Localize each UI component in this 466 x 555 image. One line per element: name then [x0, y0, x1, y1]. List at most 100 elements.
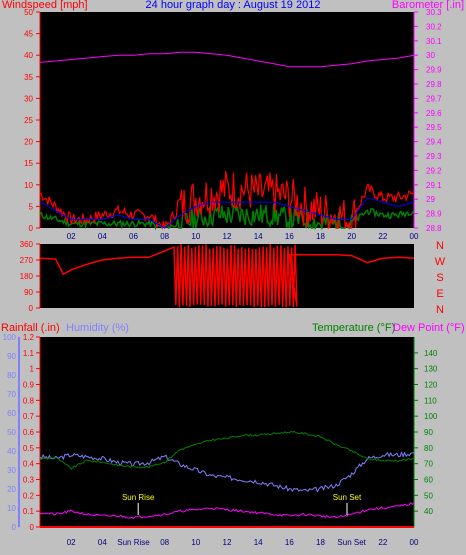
- time-tick-label: 04: [98, 538, 107, 547]
- wind-low-series: [39, 203, 415, 231]
- barometer-tick-label: 28.8: [426, 224, 442, 233]
- dewpoint-axis-label: Dew Point (°F): [393, 322, 465, 334]
- time-tick-label: 22: [378, 538, 387, 547]
- temp-tick-label: 40: [424, 507, 433, 516]
- barometer-series: [39, 51, 415, 68]
- direction-tick-label: 270: [20, 256, 34, 265]
- barometer-tick-label: 29.8: [426, 80, 442, 89]
- humidity-tick-label: 90: [7, 352, 16, 361]
- humidity-tick-label: 100: [3, 333, 17, 342]
- time-tick-label: 08: [160, 232, 169, 241]
- barometer-tick-label: 29.5: [426, 123, 442, 132]
- time-tick-label: 12: [223, 538, 232, 547]
- humidity-tick-label: 20: [7, 485, 16, 494]
- barometer-tick-label: 30: [426, 51, 435, 60]
- windspeed-tick-label: 30: [24, 94, 33, 103]
- time-tick-label: 00: [410, 538, 419, 547]
- time-tick-label: 18: [316, 232, 325, 241]
- wind-avg-series: [39, 197, 415, 229]
- temp-tick-label: 120: [424, 381, 438, 390]
- rain-tick-label: 0.3: [23, 476, 35, 485]
- time-tick-label: 22: [378, 232, 387, 241]
- temp-tick-label: 70: [424, 460, 433, 469]
- time-tick-label: 02: [67, 232, 76, 241]
- humidity-tick-label: 60: [7, 409, 16, 418]
- humidity-tick-label: 50: [7, 428, 16, 437]
- humidity-axis-label: Humidity (%): [66, 322, 129, 334]
- climate-plot-area: [40, 337, 414, 527]
- time-tick-label: 10: [191, 538, 200, 547]
- rain-tick-label: 0.7: [23, 412, 35, 421]
- time-tick-label: 14: [254, 232, 263, 241]
- windspeed-tick-label: 20: [24, 138, 33, 147]
- windspeed-tick-label: 40: [24, 51, 33, 60]
- rain-tick-label: 0.5: [23, 444, 35, 453]
- time-tick-label: 08: [160, 538, 169, 547]
- rain-tick-label: 0: [30, 523, 35, 532]
- barometer-tick-label: 30.1: [426, 37, 442, 46]
- sun-annotation: Sun Set: [333, 493, 362, 502]
- barometer-tick-label: 30.2: [426, 22, 442, 31]
- temp-tick-label: 100: [424, 412, 438, 421]
- temp-tick-label: 90: [424, 428, 433, 437]
- time-tick-label: Sun Set: [337, 538, 366, 547]
- dewpoint-series: [39, 502, 415, 520]
- barometer-tick-label: 29.3: [426, 152, 442, 161]
- temp-tick-label: 50: [424, 491, 433, 500]
- windspeed-tick-label: 5: [29, 202, 34, 211]
- rain-tick-label: 0.6: [23, 428, 35, 437]
- windspeed-axis-label: Windspeed [mph]: [2, 0, 88, 11]
- rain-tick-label: 1: [30, 365, 35, 374]
- temp-tick-label: 130: [424, 365, 438, 374]
- humidity-tick-label: 40: [7, 447, 16, 456]
- rainfall-axis-label: Rainfall (.in): [1, 322, 60, 334]
- temp-tick-label: 80: [424, 444, 433, 453]
- temp-tick-label: 60: [424, 476, 433, 485]
- barometer-tick-label: 29.2: [426, 166, 442, 175]
- humidity-tick-label: 30: [7, 466, 16, 475]
- rain-tick-label: 1.2: [23, 333, 35, 342]
- sun-annotation: Sun Rise: [122, 493, 155, 502]
- windspeed-tick-label: 0: [29, 224, 34, 233]
- wind-direction-series: [39, 244, 415, 308]
- temp-tick-label: 140: [424, 349, 438, 358]
- wind-plot-area: [40, 12, 414, 228]
- temperature-series: [39, 430, 415, 470]
- barometer-tick-label: 28.9: [426, 210, 442, 219]
- direction-tick-label: 90: [24, 288, 33, 297]
- barometer-axis-label: Barometer [.in]: [392, 0, 464, 11]
- direction-tick-label: 360: [20, 240, 34, 249]
- compass-label: W: [435, 256, 446, 268]
- direction-tick-label: 0: [29, 304, 34, 313]
- time-tick-label: 14: [254, 538, 263, 547]
- barometer-tick-label: 29: [426, 195, 435, 204]
- humidity-series: [39, 451, 415, 493]
- barometer-tick-label: 29.6: [426, 109, 442, 118]
- windspeed-tick-label: 50: [24, 8, 33, 17]
- windspeed-tick-label: 45: [24, 30, 33, 39]
- humidity-tick-label: 10: [7, 504, 16, 513]
- rain-tick-label: 0.1: [23, 507, 35, 516]
- compass-label: S: [436, 272, 443, 284]
- chart-title: 24 hour graph day : August 19 2012: [146, 0, 321, 11]
- barometer-tick-label: 29.7: [426, 94, 442, 103]
- barometer-tick-label: 29.1: [426, 181, 442, 190]
- temperature-axis-label: Temperature (°F): [312, 322, 395, 334]
- time-tick-label: 06: [129, 232, 138, 241]
- humidity-tick-label: 80: [7, 371, 16, 380]
- time-tick-label: 02: [67, 538, 76, 547]
- compass-label: N: [436, 240, 444, 252]
- temp-tick-label: 110: [424, 396, 437, 405]
- time-tick-label: Sun Rise: [117, 538, 150, 547]
- rain-tick-label: 0.8: [23, 396, 35, 405]
- barometer-tick-label: 29.4: [426, 138, 442, 147]
- time-tick-label: 20: [347, 232, 356, 241]
- rain-tick-label: 0.4: [23, 460, 35, 469]
- barometer-tick-label: 30.3: [426, 8, 442, 17]
- time-tick-label: 18: [316, 538, 325, 547]
- compass-label: N: [436, 304, 444, 316]
- compass-label: E: [436, 288, 443, 300]
- windspeed-tick-label: 15: [24, 159, 33, 168]
- barometer-tick-label: 29.9: [426, 66, 442, 75]
